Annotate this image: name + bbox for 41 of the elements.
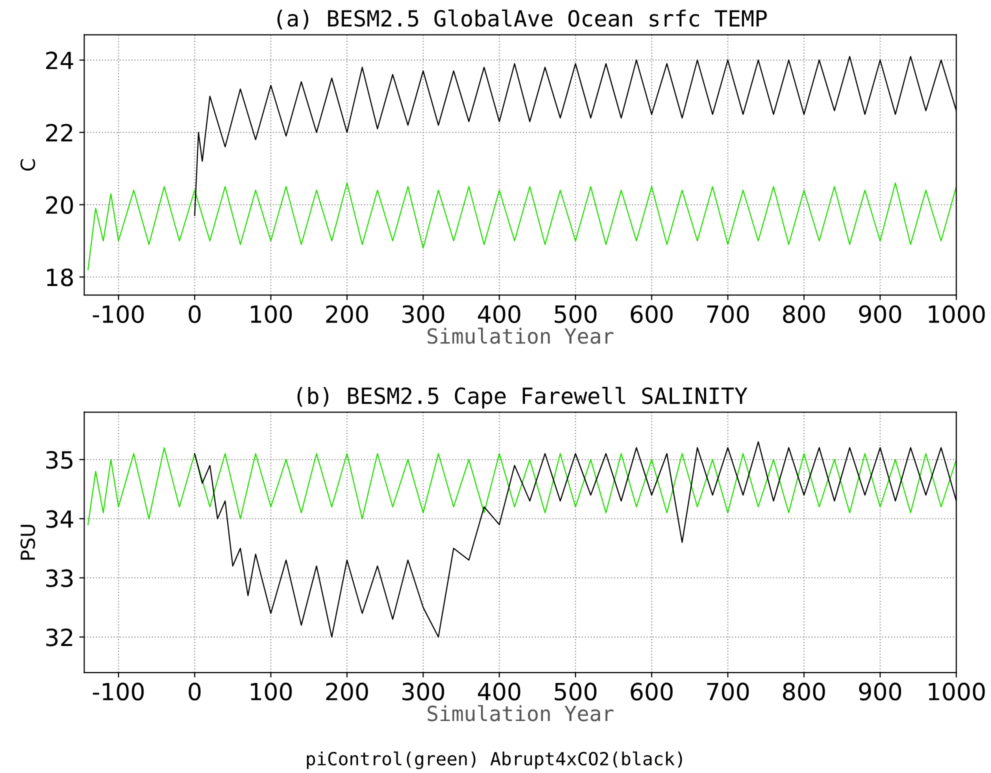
y-tick-label: 32 [46, 628, 72, 646]
x-tick-label: 400 [478, 682, 520, 701]
x-axis-title: Simulation Year [428, 328, 614, 344]
x-tick-label: 900 [859, 305, 902, 324]
x-tick-label: 300 [402, 682, 444, 701]
x-tick-label: 100 [250, 682, 292, 701]
x-axis-title: Simulation Year [428, 705, 614, 722]
y-axis-title: C [20, 159, 36, 171]
line-series [87, 447, 956, 526]
x-tick-label: 600 [630, 682, 673, 701]
x-tick-label: 100 [250, 305, 292, 324]
x-tick-label: 300 [402, 305, 444, 324]
x-tick-label: 500 [554, 682, 596, 701]
y-tick-label: 22 [46, 124, 72, 142]
y-tick-label: 34 [46, 510, 74, 528]
y-tick-label: 24 [46, 52, 74, 70]
x-tick-label: 0 [188, 305, 201, 324]
y-tick-label: 20 [46, 196, 73, 214]
x-tick-label: 700 [707, 682, 749, 701]
y-tick-label: 35 [46, 450, 72, 469]
x-tick-label: 200 [326, 682, 368, 701]
y-tick-label: 33 [46, 569, 73, 588]
x-tick-label: 800 [783, 305, 825, 324]
x-tick-label: 200 [326, 305, 368, 324]
chart-title: (a) BESM2.5 GlobalAve Ocean srfc TEMP [277, 9, 767, 30]
x-tick-label: 700 [707, 305, 749, 324]
x-tick-label: -100 [92, 305, 144, 324]
chart-title: (b) BESM2.5 Cape Farewell SALINITY [297, 386, 748, 408]
x-tick-label: -100 [92, 682, 144, 701]
x-tick-label: 800 [783, 682, 825, 701]
y-tick-label: 18 [47, 268, 73, 286]
x-tick-label: 1000 [928, 305, 985, 324]
x-tick-label: 500 [554, 305, 596, 324]
x-tick-label: 900 [859, 682, 902, 701]
x-tick-label: 600 [630, 305, 673, 324]
x-tick-label: 400 [478, 305, 520, 324]
x-tick-label: 1000 [928, 682, 985, 701]
text: piControl(green) Abrupt4xCO2(black) [306, 751, 682, 770]
y-axis-title: PSU [20, 524, 36, 560]
line-series [87, 182, 956, 270]
x-tick-label: 0 [188, 682, 201, 701]
